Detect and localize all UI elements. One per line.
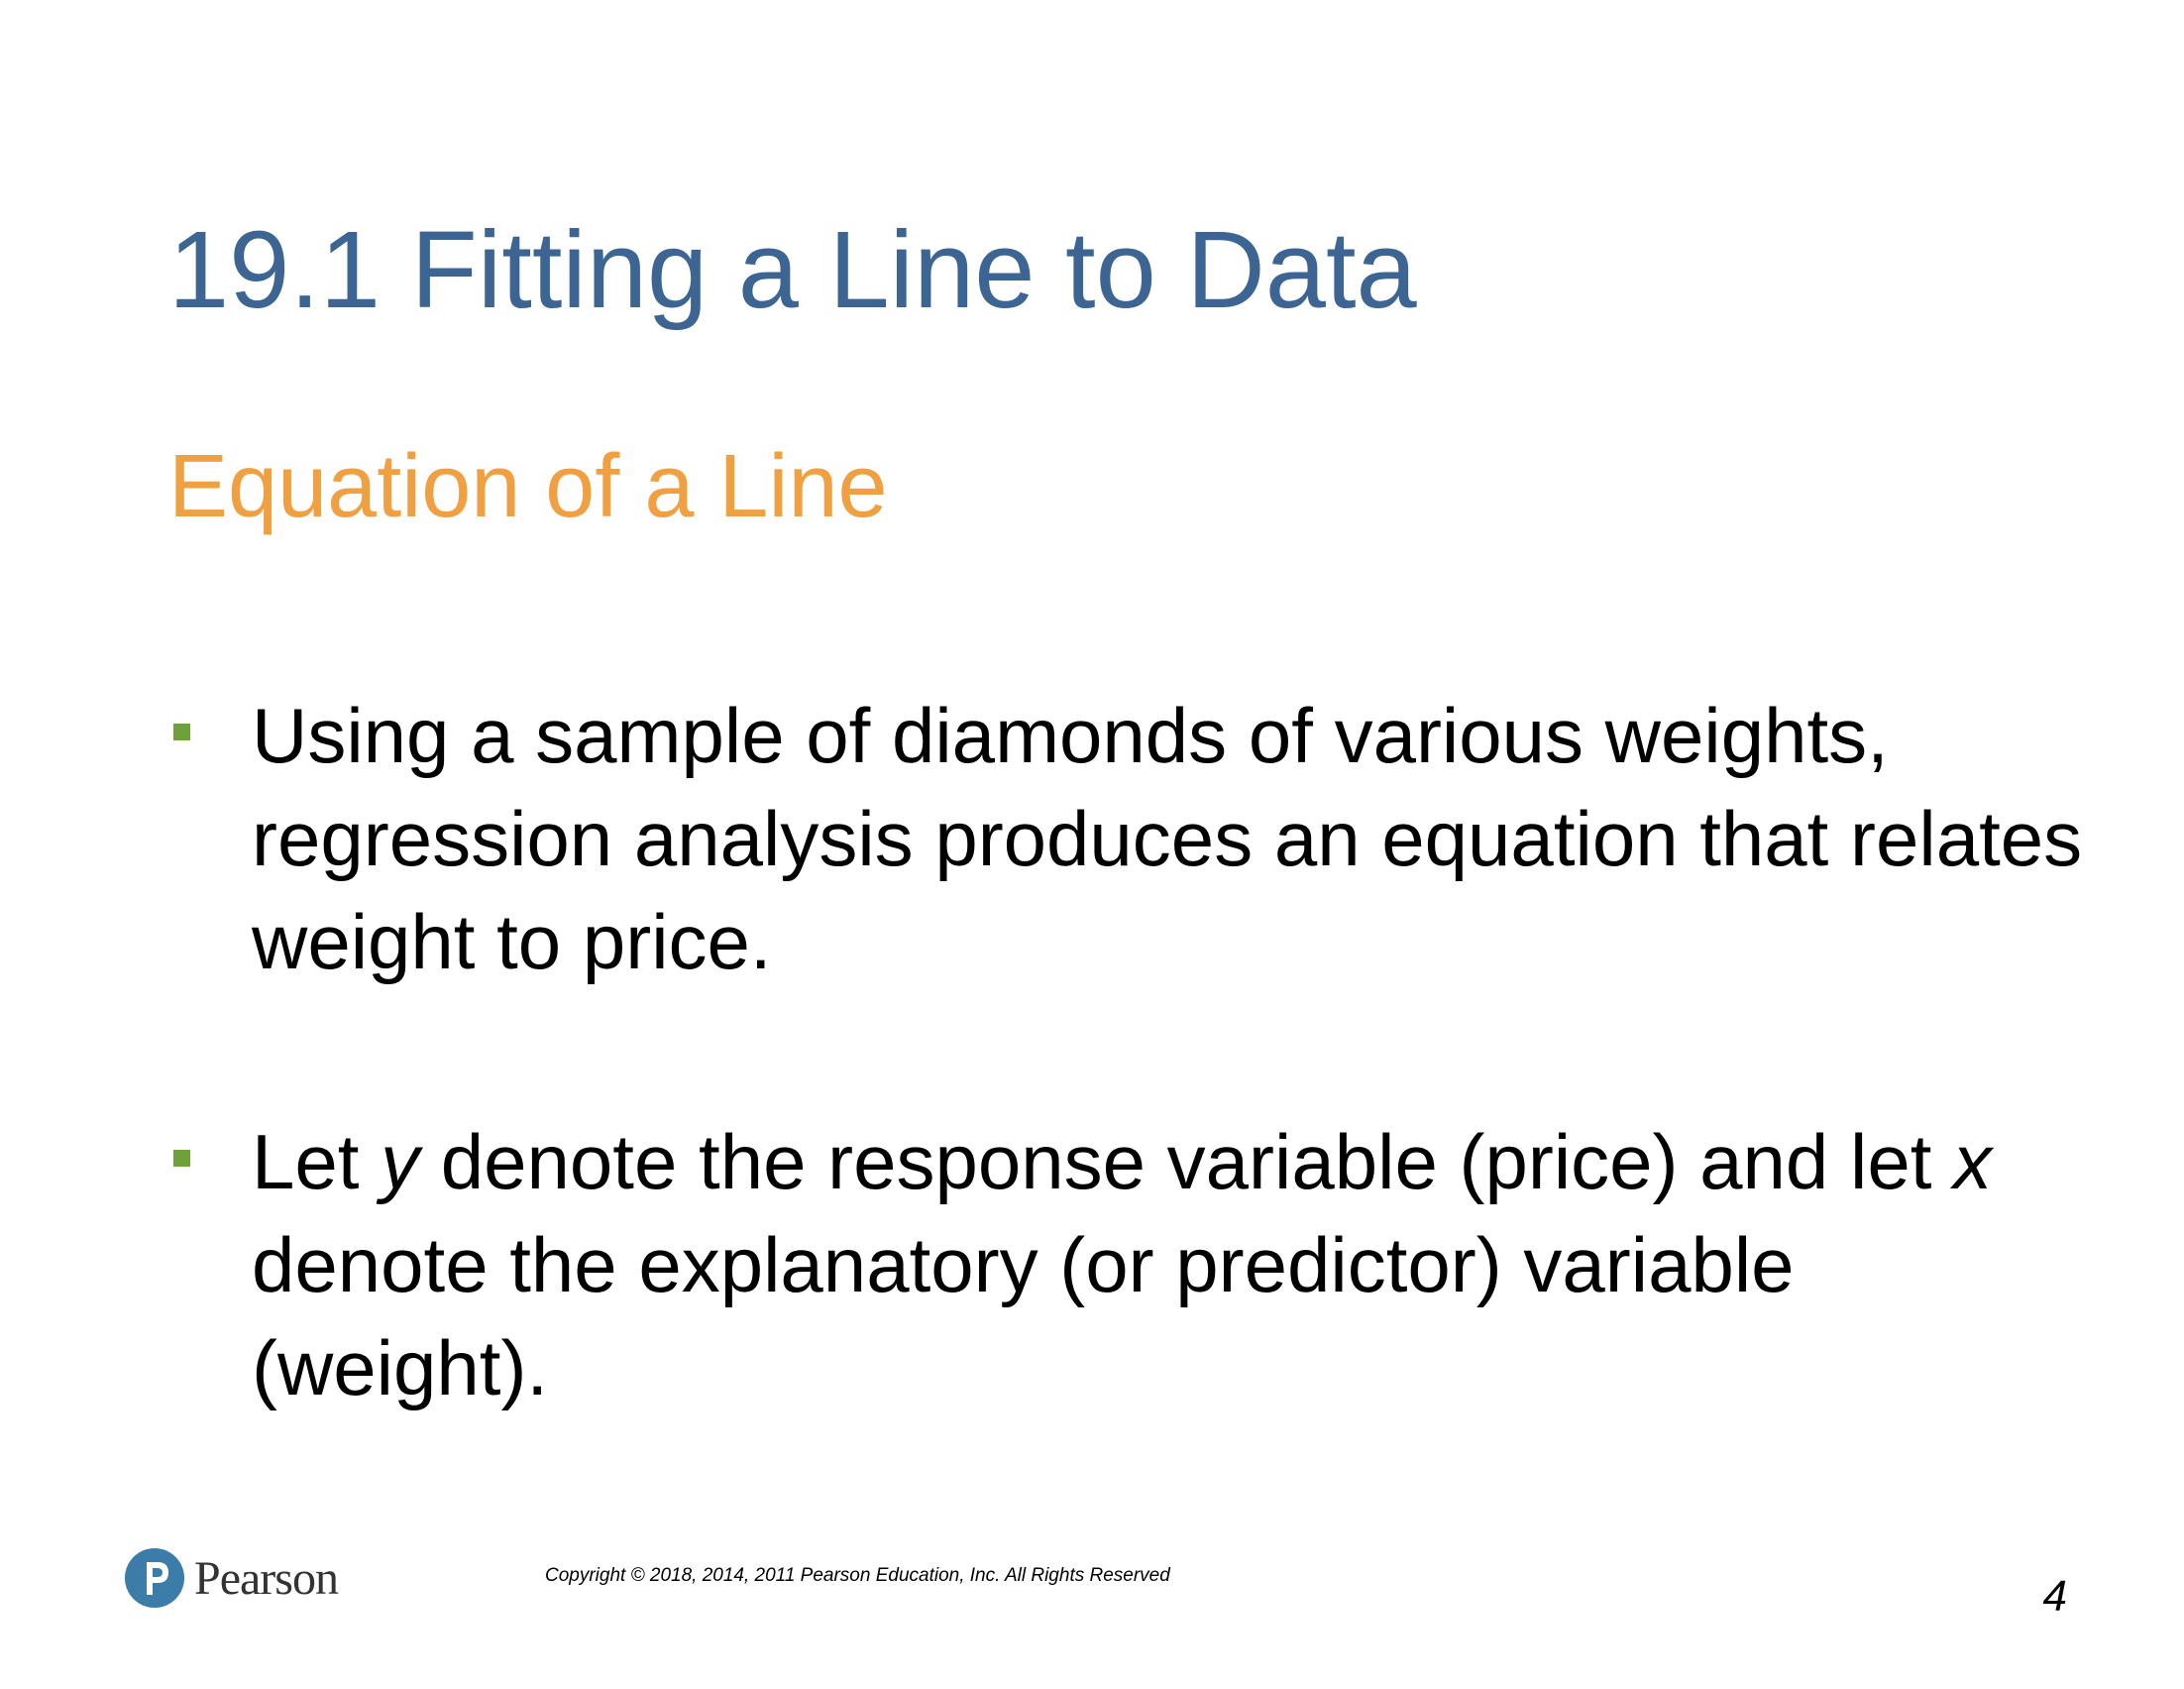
copyright-text: Copyright © 2018, 2014, 2011 Pearson Edu… — [545, 1565, 1170, 1586]
slide-title: 19.1 Fitting a Line to Data — [168, 209, 1417, 331]
slide-subtitle: Equation of a Line — [168, 437, 888, 536]
bullet-text-part: Let — [252, 1118, 382, 1205]
variable-y: y — [381, 1118, 420, 1205]
variable-x: x — [1953, 1118, 1993, 1205]
page-number: 4 — [2042, 1572, 2067, 1621]
bullet-item: Using a sample of diamonds of various we… — [168, 684, 2111, 993]
logo-wordmark: Pearson — [194, 1551, 339, 1605]
bullet-square-icon — [173, 724, 190, 740]
bullet-text: Let y denote the response variable (pric… — [252, 1110, 2111, 1419]
bullet-text: Using a sample of diamonds of various we… — [252, 692, 2083, 985]
bullet-text-part: denote the explanatory (or predictor) va… — [252, 1221, 1795, 1411]
bullet-text-part: denote the response variable (price) and… — [419, 1118, 1954, 1205]
pearson-logo: Pearson — [125, 1548, 339, 1608]
bullet-square-icon — [173, 1150, 190, 1167]
pearson-p-logo-icon — [125, 1548, 184, 1608]
bullet-item: Let y denote the response variable (pric… — [168, 1110, 2111, 1419]
